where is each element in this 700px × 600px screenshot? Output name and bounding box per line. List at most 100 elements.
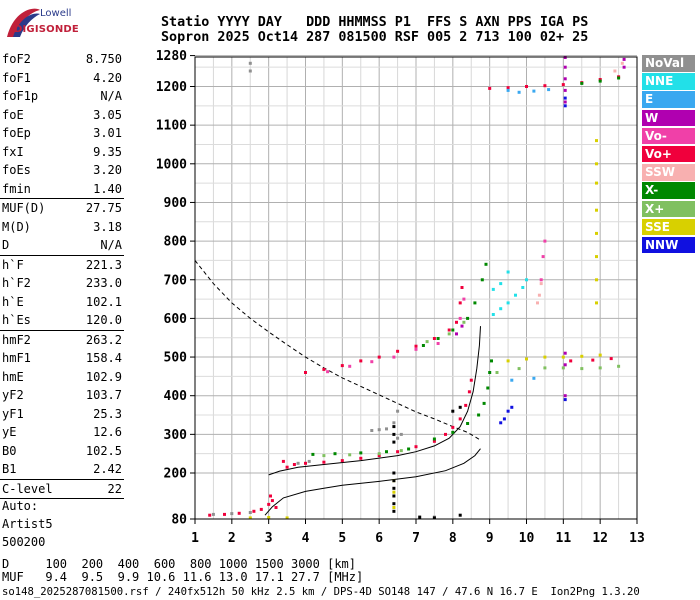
echo-point [563, 398, 567, 402]
echo-point [407, 447, 411, 451]
muf-row: MUF 9.4 9.5 9.9 10.6 11.6 13.0 17.1 27.7… [2, 570, 364, 584]
param-row: foF1p N/A [0, 87, 130, 106]
echo-point [399, 432, 403, 436]
ordinary-trace-curve [268, 326, 481, 476]
echo-point [536, 301, 539, 305]
echo-point [267, 516, 271, 519]
param-row: h`F 221.3 [0, 256, 130, 275]
param-value: 3.18 [93, 219, 122, 234]
echo-point [563, 65, 567, 69]
echo-point [506, 301, 510, 305]
header-line-2: Sopron 2025 Oct14 287 081500 RSF 005 2 7… [161, 30, 589, 45]
legend-item: W [642, 109, 695, 127]
echo-point [569, 359, 573, 363]
y-tick-label: 1200 [156, 80, 187, 95]
echo-point [617, 364, 621, 368]
echo-point [396, 349, 400, 353]
x-tick-label: 1 [191, 531, 199, 546]
echo-point [252, 509, 256, 513]
param-name: MUF(D) [2, 201, 46, 215]
echo-point [514, 293, 517, 297]
param-row: B1 2.42 [0, 460, 130, 479]
y-tick-label: 300 [164, 428, 188, 443]
echo-point [392, 471, 396, 475]
echo-point [541, 255, 545, 259]
param-value: 158.4 [85, 351, 122, 365]
param-value: 3.20 [93, 163, 122, 177]
echo-point [462, 320, 466, 324]
echo-point [499, 421, 503, 425]
echo-point [543, 355, 547, 359]
echo-point [617, 76, 621, 80]
param-row: hmF2 263.2 [0, 331, 130, 350]
y-tick-label: 900 [164, 196, 188, 211]
echo-point [385, 427, 388, 431]
header-line-1: Statio YYYY DAY DDD HHMMSS P1 FFS S AXN … [161, 15, 589, 30]
legend-item: E [642, 91, 695, 108]
echo-point [473, 301, 477, 305]
echo-point [396, 450, 400, 454]
echo-point [563, 351, 567, 355]
param-value: 263.2 [85, 332, 122, 347]
param-separator [0, 198, 124, 199]
param-value: 4.20 [93, 70, 122, 85]
echo-point [304, 461, 307, 465]
echo-point [532, 376, 536, 380]
param-name: h`F2 [2, 276, 31, 290]
echo-point [490, 359, 493, 363]
param-value: 233.0 [85, 276, 122, 290]
echo-point [460, 324, 464, 328]
echo-point [377, 452, 381, 456]
param-name: h`E [2, 294, 24, 309]
echo-point [348, 364, 352, 368]
echo-point [543, 239, 547, 243]
param-value: 120.0 [85, 313, 122, 327]
echo-point [488, 371, 492, 374]
legend-item: SSW [642, 164, 695, 181]
echo-point [292, 463, 296, 466]
echo-point [469, 378, 473, 382]
x-tick-label: 10 [519, 531, 535, 546]
param-separator [0, 498, 124, 499]
param-separator [0, 478, 124, 480]
auto-scaling-program: Artist5 [2, 517, 53, 531]
echo-point [580, 354, 584, 358]
echo-point [609, 357, 613, 361]
param-name: yE [2, 425, 17, 439]
echo-point [269, 494, 272, 498]
echo-point [517, 90, 521, 94]
legend-item: NNE [642, 73, 695, 90]
echo-point [370, 429, 374, 432]
echo-point [484, 262, 488, 266]
echo-point [455, 320, 458, 324]
echo-point [462, 297, 466, 301]
echo-point [460, 286, 464, 289]
echo-point [561, 83, 565, 87]
x-tick-label: 6 [375, 531, 383, 546]
param-name: hmF2 [2, 332, 31, 347]
echo-point [414, 344, 418, 348]
echo-point [392, 432, 396, 436]
echo-point [482, 401, 486, 405]
echo-point [466, 422, 470, 425]
echo-point [451, 328, 455, 332]
echo-point [377, 355, 381, 359]
echo-point [432, 337, 436, 340]
echo-point [595, 231, 598, 235]
param-row: h`Es 120.0 [0, 311, 130, 330]
param-value: 102.5 [85, 443, 122, 458]
x-tick-label: 9 [486, 531, 494, 546]
param-row: yE 12.6 [0, 423, 130, 442]
echo-point [563, 96, 567, 100]
y-tick-label: 500 [164, 351, 188, 366]
echo-point [595, 301, 598, 305]
param-row: foF1 4.20 [0, 69, 130, 88]
echo-point [311, 452, 315, 456]
param-row: D N/A [0, 236, 130, 255]
echo-point [561, 355, 565, 359]
echo-point [506, 86, 510, 90]
echo-point [248, 516, 252, 520]
param-row: hmF1 158.4 [0, 349, 130, 368]
echo-point [359, 359, 363, 363]
param-value: 221.3 [85, 257, 122, 272]
